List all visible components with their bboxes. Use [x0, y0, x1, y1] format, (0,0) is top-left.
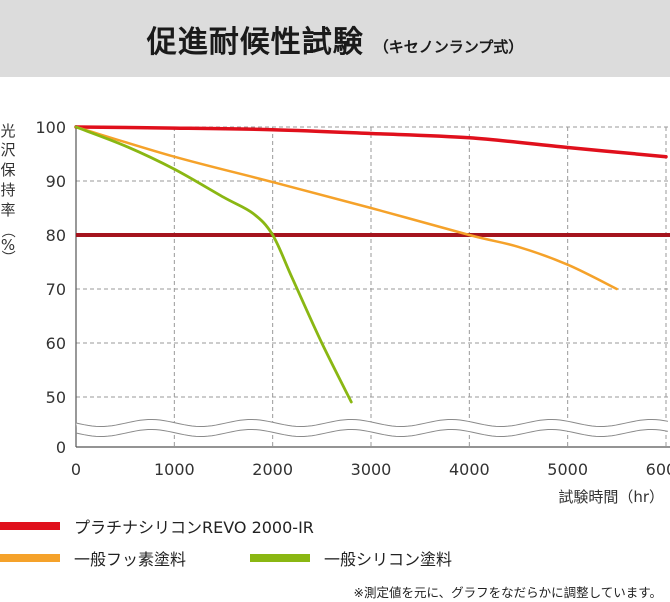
y-axis-label-char: 率	[0, 201, 15, 219]
gloss-retention-chart: 050607080901000100020003000400050006000光…	[0, 118, 670, 506]
x-tick-label-4000: 4000	[449, 460, 490, 479]
y-tick-label-80: 80	[46, 226, 66, 245]
x-tick-label-5000: 5000	[547, 460, 588, 479]
y-axis-label-char: 持	[0, 181, 15, 199]
x-tick-label-6000: 6000	[646, 460, 670, 479]
x-tick-label-2000: 2000	[252, 460, 293, 479]
y-tick-label-60: 60	[46, 334, 66, 353]
legend-item-fluorine: 一般フッ素塗料	[0, 546, 186, 570]
series-line-revo	[74, 125, 668, 159]
y-axis-label-char: （	[0, 224, 15, 238]
title-banner: 促進耐候性試験 （キセノンランプ式）	[0, 0, 670, 77]
y-axis-label-char: %	[1, 236, 15, 254]
y-tick-label-0: 0	[56, 438, 66, 457]
series-line-fluorine	[74, 125, 619, 291]
chart-title: 促進耐候性試験	[146, 24, 364, 60]
y-axis-label-char: 光	[0, 122, 15, 140]
chart-subtitle: （キセノンランプ式）	[373, 37, 524, 56]
legend-item-revo: プラチナシリコンREVO 2000-IR	[0, 514, 314, 538]
x-tick-label-1000: 1000	[154, 460, 195, 479]
axis-break-line-bottom	[75, 429, 669, 437]
legend-swatch-revo	[0, 522, 60, 530]
series-line-silicone	[74, 125, 353, 404]
legend-swatch-fluorine	[0, 554, 60, 562]
axis-break-line-top	[75, 419, 669, 427]
legend-item-silicone: 一般シリコン塗料	[250, 546, 452, 570]
footnote: ※測定値を元に、グラフをなだらかに調整しています。	[353, 585, 662, 600]
y-tick-label-90: 90	[46, 172, 66, 191]
legend-label-fluorine: 一般フッ素塗料	[74, 550, 187, 569]
y-tick-label-100: 100	[35, 118, 66, 137]
legend-label-silicone: 一般シリコン塗料	[324, 550, 453, 569]
title-group: 促進耐候性試験 （キセノンランプ式）	[147, 17, 524, 61]
legend-swatch-silicone	[250, 554, 310, 562]
y-axis-label-char: ）	[0, 250, 15, 264]
x-axis-label: 試験時間（hr）	[558, 488, 664, 506]
y-tick-label-70: 70	[46, 280, 66, 299]
x-tick-label-0: 0	[71, 460, 81, 479]
y-axis-label-char: 保	[0, 161, 15, 179]
legend-label-revo: プラチナシリコンREVO 2000-IR	[74, 518, 314, 537]
y-tick-label-50: 50	[46, 388, 66, 407]
y-axis-label-char: 沢	[0, 141, 15, 159]
x-tick-label-3000: 3000	[351, 460, 392, 479]
